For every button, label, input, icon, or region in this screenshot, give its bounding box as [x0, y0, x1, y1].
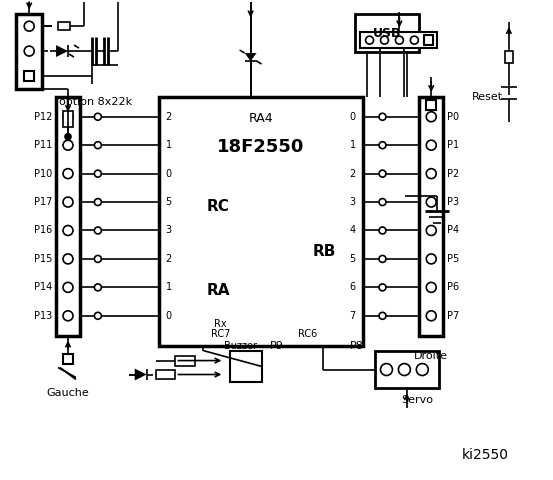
Text: P4: P4 — [447, 226, 460, 236]
Polygon shape — [244, 53, 257, 61]
Text: 2: 2 — [349, 168, 356, 179]
Text: P14: P14 — [34, 282, 52, 292]
Text: Droite: Droite — [414, 350, 448, 360]
Text: 0: 0 — [165, 168, 171, 179]
Bar — [505, 51, 513, 63]
Text: P11: P11 — [34, 140, 52, 150]
Text: Gauche: Gauche — [46, 388, 90, 398]
Text: P16: P16 — [34, 226, 52, 236]
Text: RA4: RA4 — [248, 112, 273, 125]
Text: P10: P10 — [34, 168, 52, 179]
Text: Reset: Reset — [471, 92, 503, 102]
Text: P2: P2 — [447, 168, 460, 179]
Text: 4: 4 — [349, 226, 356, 236]
Bar — [419, 97, 443, 336]
Bar — [58, 22, 70, 30]
Text: 1: 1 — [349, 140, 356, 150]
Polygon shape — [56, 45, 68, 57]
Text: RC7: RC7 — [211, 329, 230, 339]
Text: RA: RA — [206, 283, 230, 299]
Text: RC6: RC6 — [298, 329, 317, 339]
Bar — [354, 14, 419, 52]
Text: ki2550: ki2550 — [462, 448, 509, 462]
Text: option 8x22k: option 8x22k — [59, 97, 132, 107]
Text: Buzzer: Buzzer — [223, 341, 257, 351]
Text: 0: 0 — [349, 112, 356, 122]
Circle shape — [65, 133, 71, 140]
Text: Rx: Rx — [214, 319, 227, 329]
Bar — [426, 100, 436, 110]
Text: P8: P8 — [349, 341, 363, 351]
Text: 1: 1 — [165, 140, 171, 150]
Bar — [63, 111, 73, 127]
Text: 0: 0 — [165, 311, 171, 321]
Text: 5: 5 — [349, 254, 356, 264]
Text: P15: P15 — [34, 254, 52, 264]
Bar — [56, 97, 80, 336]
Text: 5: 5 — [165, 197, 171, 207]
Bar — [159, 97, 363, 346]
Text: Servo: Servo — [401, 396, 433, 406]
Text: 2: 2 — [165, 112, 171, 122]
Bar — [359, 32, 437, 48]
Text: P1: P1 — [447, 140, 460, 150]
Text: P5: P5 — [447, 254, 460, 264]
Text: 6: 6 — [349, 282, 356, 292]
Bar — [230, 350, 262, 383]
Text: USB: USB — [373, 27, 401, 40]
Text: P3: P3 — [447, 197, 460, 207]
Text: P9: P9 — [270, 341, 284, 351]
Text: P12: P12 — [34, 112, 52, 122]
Text: 2: 2 — [165, 254, 171, 264]
Text: P6: P6 — [447, 282, 460, 292]
Text: P13: P13 — [34, 311, 52, 321]
Polygon shape — [135, 369, 147, 381]
Text: 1: 1 — [165, 282, 171, 292]
Bar — [16, 14, 42, 89]
Bar — [155, 370, 175, 380]
Bar — [424, 35, 433, 45]
Bar — [374, 350, 439, 388]
Text: 3: 3 — [165, 226, 171, 236]
Bar — [175, 356, 195, 366]
Text: P0: P0 — [447, 112, 460, 122]
Text: RC: RC — [207, 199, 229, 214]
Text: P17: P17 — [34, 197, 52, 207]
Text: 7: 7 — [349, 311, 356, 321]
Text: P7: P7 — [447, 311, 460, 321]
Text: 18F2550: 18F2550 — [217, 138, 304, 156]
Bar — [63, 354, 73, 363]
Text: RB: RB — [313, 244, 336, 259]
Bar — [24, 71, 34, 81]
Text: 3: 3 — [349, 197, 356, 207]
